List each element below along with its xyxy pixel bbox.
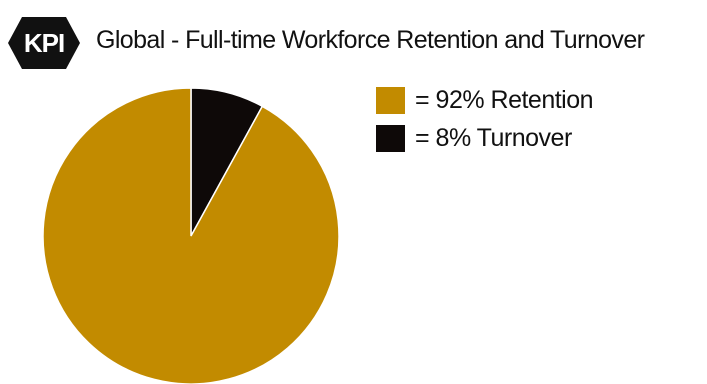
pie-slice-retention bbox=[42, 87, 340, 384]
legend-item-turnover: = 8% Turnover bbox=[376, 124, 593, 152]
legend-swatch-turnover bbox=[376, 124, 405, 152]
kpi-badge: KPI bbox=[8, 17, 80, 69]
legend-label-turnover: = 8% Turnover bbox=[415, 123, 572, 152]
legend-label-retention: = 92% Retention bbox=[415, 85, 594, 114]
legend-swatch-retention bbox=[376, 86, 405, 114]
chart-legend: = 92% Retention = 8% Turnover bbox=[376, 85, 594, 162]
kpi-badge-label: KPI bbox=[23, 27, 65, 58]
chart-title: Global - Full-time Workforce Retention a… bbox=[96, 26, 645, 54]
legend-item-retention: = 92% Retention bbox=[376, 85, 594, 114]
kpi-hexagon-icon bbox=[8, 17, 80, 69]
pie-slice-turnover bbox=[190, 87, 264, 237]
